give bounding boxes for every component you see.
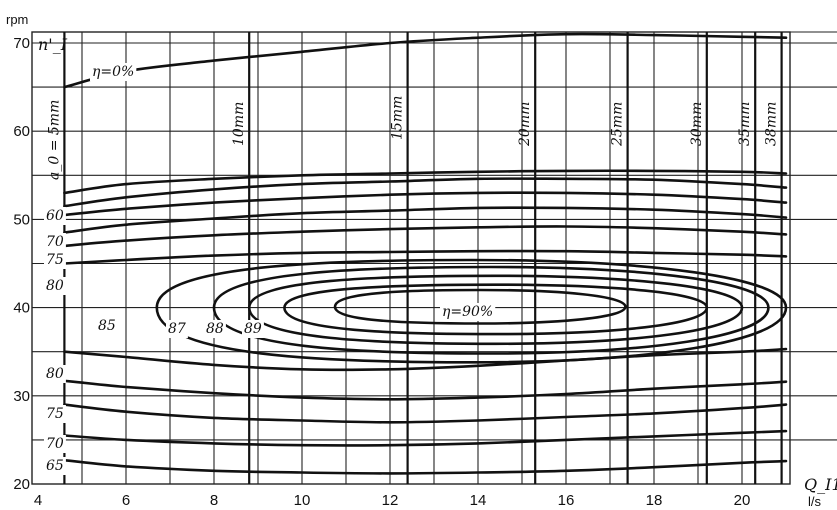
efficiency-curve-label-mask <box>44 457 66 475</box>
y-tick-label: 50 <box>13 211 30 228</box>
y-tick-label: 20 <box>13 476 30 493</box>
y-tick-label: 60 <box>13 123 30 140</box>
efficiency-contour-label-mask <box>166 320 188 338</box>
efficiency-curve <box>63 225 788 248</box>
y-tick-label: 40 <box>13 300 30 317</box>
efficiency-contour-closed <box>155 258 788 364</box>
efficiency-curve-label: 60 <box>46 208 64 224</box>
efficiency-curve-label: η=0% <box>92 64 134 80</box>
efficiency-curve-label-mask <box>44 365 66 383</box>
x-axis-label: Q_I1 <box>804 475 837 494</box>
opening-line-label: 38mm <box>764 102 780 146</box>
efficiency-curve-label: 65 <box>46 458 64 474</box>
x-tick-label: 12 <box>382 492 399 509</box>
y-unit-label: rpm <box>6 12 28 27</box>
efficiency-curve-label: 80 <box>46 278 64 294</box>
opening-line-label: 10mm <box>231 102 247 146</box>
efficiency-contour-label: η=90% <box>442 304 493 320</box>
opening-line-label: 30mm <box>689 102 705 146</box>
x-unit-label: l/s <box>808 494 822 509</box>
efficiency-curve-label: 70 <box>46 234 64 250</box>
x-tick-label: 8 <box>210 492 218 509</box>
efficiency-curve <box>63 206 788 234</box>
efficiency-curve-label: 75 <box>46 252 64 268</box>
efficiency-curve-label: 70 <box>46 436 64 452</box>
efficiency-curve <box>63 249 788 265</box>
x-tick-label: 10 <box>294 492 311 509</box>
efficiency-curve-label-mask <box>44 251 66 269</box>
efficiency-curve-label-mask <box>44 277 66 295</box>
efficiency-curve-label-mask <box>44 207 66 225</box>
efficiency-curve <box>63 347 788 372</box>
x-tick-label: 6 <box>122 492 130 509</box>
opening-line-label: 25mm <box>610 102 626 147</box>
y-tick-label: 70 <box>13 35 30 52</box>
plot-frame <box>31 31 791 485</box>
x-tick-label: 14 <box>470 492 487 509</box>
efficiency-contour-label-mask <box>242 320 264 338</box>
efficiency-contour-label: 85 <box>98 318 116 334</box>
efficiency-curve-label-mask <box>90 63 137 81</box>
y-axis-label: n'_I <box>38 35 68 54</box>
x-tick-label: 4 <box>34 492 42 509</box>
opening-line-label: a_0 = 5mm <box>46 100 62 180</box>
efficiency-curve <box>63 379 788 401</box>
x-tick-label: 18 <box>646 492 663 509</box>
efficiency-contour-closed <box>212 265 770 355</box>
efficiency-contour-label-mask <box>440 303 496 321</box>
efficiency-curve <box>63 458 788 475</box>
efficiency-curve <box>63 403 788 424</box>
efficiency-curve-label: 80 <box>46 366 64 382</box>
efficiency-curve <box>63 169 788 195</box>
efficiency-contour-closed <box>333 288 627 325</box>
efficiency-curve-label-mask <box>44 405 66 423</box>
efficiency-contour-closed <box>283 283 709 336</box>
label-layer: 4 6 8 10 12 14 16 18 20 20 30 40 50 60 70 n'_I η=0% 60 70 7… <box>13 35 837 509</box>
efficiency-contour-label: 88 <box>206 321 224 337</box>
x-tick-label: 20 <box>734 492 751 509</box>
opening-line-label: 15mm <box>390 96 406 140</box>
efficiency-curve-label-mask <box>44 233 66 251</box>
efficiency-contour-label: 89 <box>244 321 262 337</box>
efficiency-curve <box>63 177 788 208</box>
efficiency-contour-label-mask <box>204 320 226 338</box>
efficiency-curve <box>63 32 788 89</box>
efficiency-curve <box>63 191 788 217</box>
efficiency-contour-closed <box>247 274 744 346</box>
opening-line-label: 35mm <box>737 102 753 146</box>
efficiency-curve-label: 75 <box>46 406 64 422</box>
efficiency-contour-label-mask <box>96 317 118 335</box>
x-tick-label: 16 <box>558 492 575 509</box>
opening-line-label: 20mm <box>517 102 533 147</box>
efficiency-curve-label-mask <box>44 435 66 453</box>
curve-layer <box>63 32 788 475</box>
efficiency-contour-label: 87 <box>168 321 186 337</box>
efficiency-curve <box>63 429 788 447</box>
grid-layer <box>31 31 837 485</box>
y-tick-label: 30 <box>13 388 30 405</box>
